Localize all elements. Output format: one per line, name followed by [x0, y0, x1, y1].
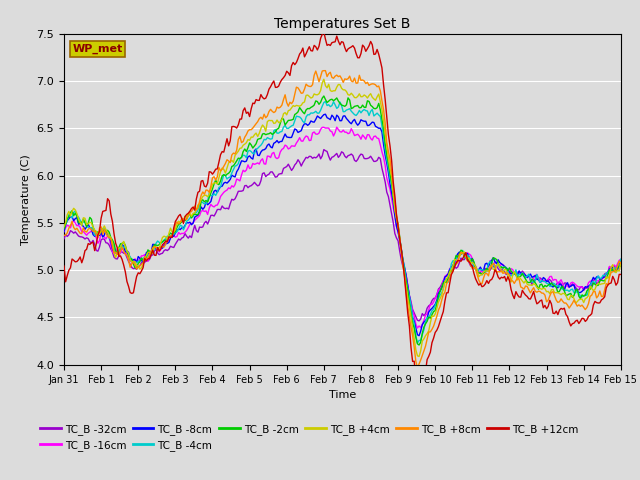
TC_B -16cm [527, 276, 534, 282]
Y-axis label: Temperature (C): Temperature (C) [21, 154, 31, 245]
Line: TC_B -4cm: TC_B -4cm [64, 101, 621, 343]
TC_B -16cm [413, 325, 421, 331]
TC_B -2cm [493, 257, 500, 263]
TC_B +12cm [493, 269, 500, 275]
Line: TC_B -16cm: TC_B -16cm [64, 127, 621, 328]
TC_B -32cm [220, 205, 228, 211]
TC_B -2cm [525, 280, 532, 286]
TC_B -8cm [415, 333, 423, 338]
TC_B -8cm [157, 244, 164, 250]
TC_B -32cm [320, 147, 328, 153]
TC_B +8cm [413, 365, 421, 371]
TC_B +8cm [525, 287, 532, 293]
TC_B -4cm [525, 271, 532, 277]
TC_B +12cm [567, 323, 575, 329]
TC_B +12cm [157, 246, 164, 252]
TC_B -2cm [527, 279, 534, 285]
TC_B -16cm [567, 280, 575, 286]
TC_B -4cm [617, 256, 625, 262]
TC_B +8cm [60, 232, 68, 238]
TC_B +4cm [525, 282, 532, 288]
TC_B +8cm [617, 261, 625, 266]
TC_B +4cm [320, 76, 328, 82]
TC_B +4cm [567, 292, 575, 298]
TC_B +12cm [525, 296, 532, 301]
TC_B +4cm [60, 224, 68, 229]
Title: Temperatures Set B: Temperatures Set B [274, 17, 411, 31]
TC_B +12cm [220, 149, 228, 155]
TC_B +12cm [527, 296, 534, 302]
TC_B -16cm [157, 247, 164, 252]
TC_B -8cm [493, 261, 500, 266]
TC_B -16cm [525, 274, 532, 279]
TC_B -8cm [567, 283, 575, 289]
TC_B +12cm [413, 385, 421, 391]
TC_B -16cm [333, 124, 340, 130]
TC_B -2cm [60, 226, 68, 231]
TC_B -32cm [493, 263, 500, 269]
TC_B -2cm [567, 290, 575, 296]
TC_B -8cm [527, 271, 534, 277]
TC_B -32cm [617, 263, 625, 269]
Line: TC_B +8cm: TC_B +8cm [64, 71, 621, 368]
TC_B -4cm [322, 98, 330, 104]
TC_B -16cm [60, 229, 68, 235]
Legend: TC_B -32cm, TC_B -16cm, TC_B -8cm, TC_B -4cm, TC_B -2cm, TC_B +4cm, TC_B +8cm, T: TC_B -32cm, TC_B -16cm, TC_B -8cm, TC_B … [36, 420, 582, 455]
TC_B -8cm [617, 258, 625, 264]
TC_B -32cm [415, 318, 423, 324]
TC_B -4cm [60, 226, 68, 231]
Line: TC_B -2cm: TC_B -2cm [64, 96, 621, 345]
TC_B -16cm [493, 260, 500, 265]
TC_B -4cm [413, 340, 421, 346]
TC_B +8cm [567, 303, 575, 309]
TC_B -4cm [220, 172, 228, 178]
TC_B -8cm [60, 228, 68, 234]
Line: TC_B +4cm: TC_B +4cm [64, 79, 621, 357]
TC_B -32cm [157, 251, 164, 257]
TC_B +4cm [617, 260, 625, 265]
TC_B +4cm [157, 240, 164, 245]
TC_B -4cm [527, 277, 534, 283]
TC_B +8cm [527, 290, 534, 296]
Line: TC_B -8cm: TC_B -8cm [64, 114, 621, 336]
TC_B -4cm [567, 287, 575, 293]
TC_B +12cm [617, 272, 625, 277]
TC_B -2cm [320, 93, 328, 99]
TC_B -2cm [157, 240, 164, 245]
Text: WP_met: WP_met [72, 44, 123, 54]
TC_B +8cm [157, 244, 164, 250]
TC_B +4cm [493, 263, 500, 269]
X-axis label: Time: Time [329, 390, 356, 400]
TC_B +8cm [322, 68, 330, 73]
TC_B -16cm [220, 190, 228, 195]
TC_B -32cm [527, 278, 534, 284]
TC_B -32cm [567, 283, 575, 289]
TC_B -4cm [157, 240, 164, 246]
TC_B +12cm [60, 263, 68, 269]
TC_B -2cm [617, 263, 625, 268]
TC_B +12cm [320, 29, 328, 35]
TC_B -32cm [60, 236, 68, 242]
TC_B -16cm [617, 256, 625, 262]
Line: TC_B +12cm: TC_B +12cm [64, 32, 621, 388]
TC_B +4cm [220, 167, 228, 172]
TC_B -2cm [220, 172, 228, 178]
TC_B -4cm [493, 263, 500, 268]
TC_B -8cm [220, 180, 228, 186]
TC_B +4cm [415, 354, 423, 360]
TC_B +4cm [527, 282, 534, 288]
TC_B +8cm [493, 269, 500, 275]
Line: TC_B -32cm: TC_B -32cm [64, 150, 621, 321]
TC_B -32cm [525, 273, 532, 278]
TC_B -8cm [525, 273, 532, 278]
TC_B -8cm [322, 111, 330, 117]
TC_B +8cm [220, 163, 228, 169]
TC_B -2cm [415, 342, 423, 348]
